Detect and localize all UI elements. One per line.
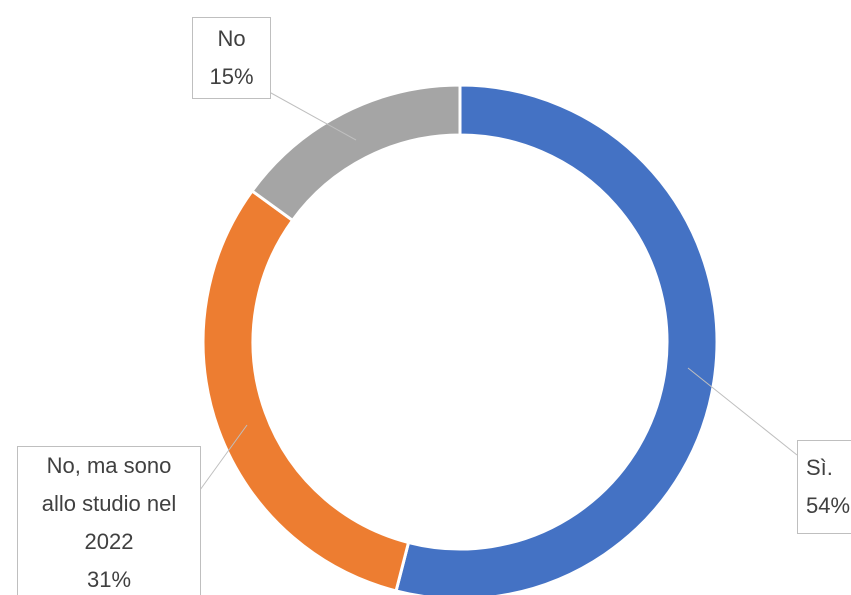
donut-slice xyxy=(394,83,719,595)
data-label: No 15% xyxy=(192,17,271,99)
value-label: 15% xyxy=(209,64,254,89)
leader-line xyxy=(199,424,248,491)
leader-line xyxy=(687,367,798,456)
data-label: No, ma sono allo studio nel 2022 31% xyxy=(17,446,201,595)
category-label: No xyxy=(217,26,246,51)
value-label: 54% xyxy=(806,493,851,518)
category-label: Sì. xyxy=(806,455,833,480)
leader-line xyxy=(261,87,357,141)
donut-slice xyxy=(201,188,411,593)
data-label: Sì. 54% xyxy=(797,440,851,534)
donut-slice xyxy=(249,83,462,223)
category-label: No, ma sono allo studio nel 2022 xyxy=(41,453,177,554)
value-label: 31% xyxy=(86,567,132,592)
